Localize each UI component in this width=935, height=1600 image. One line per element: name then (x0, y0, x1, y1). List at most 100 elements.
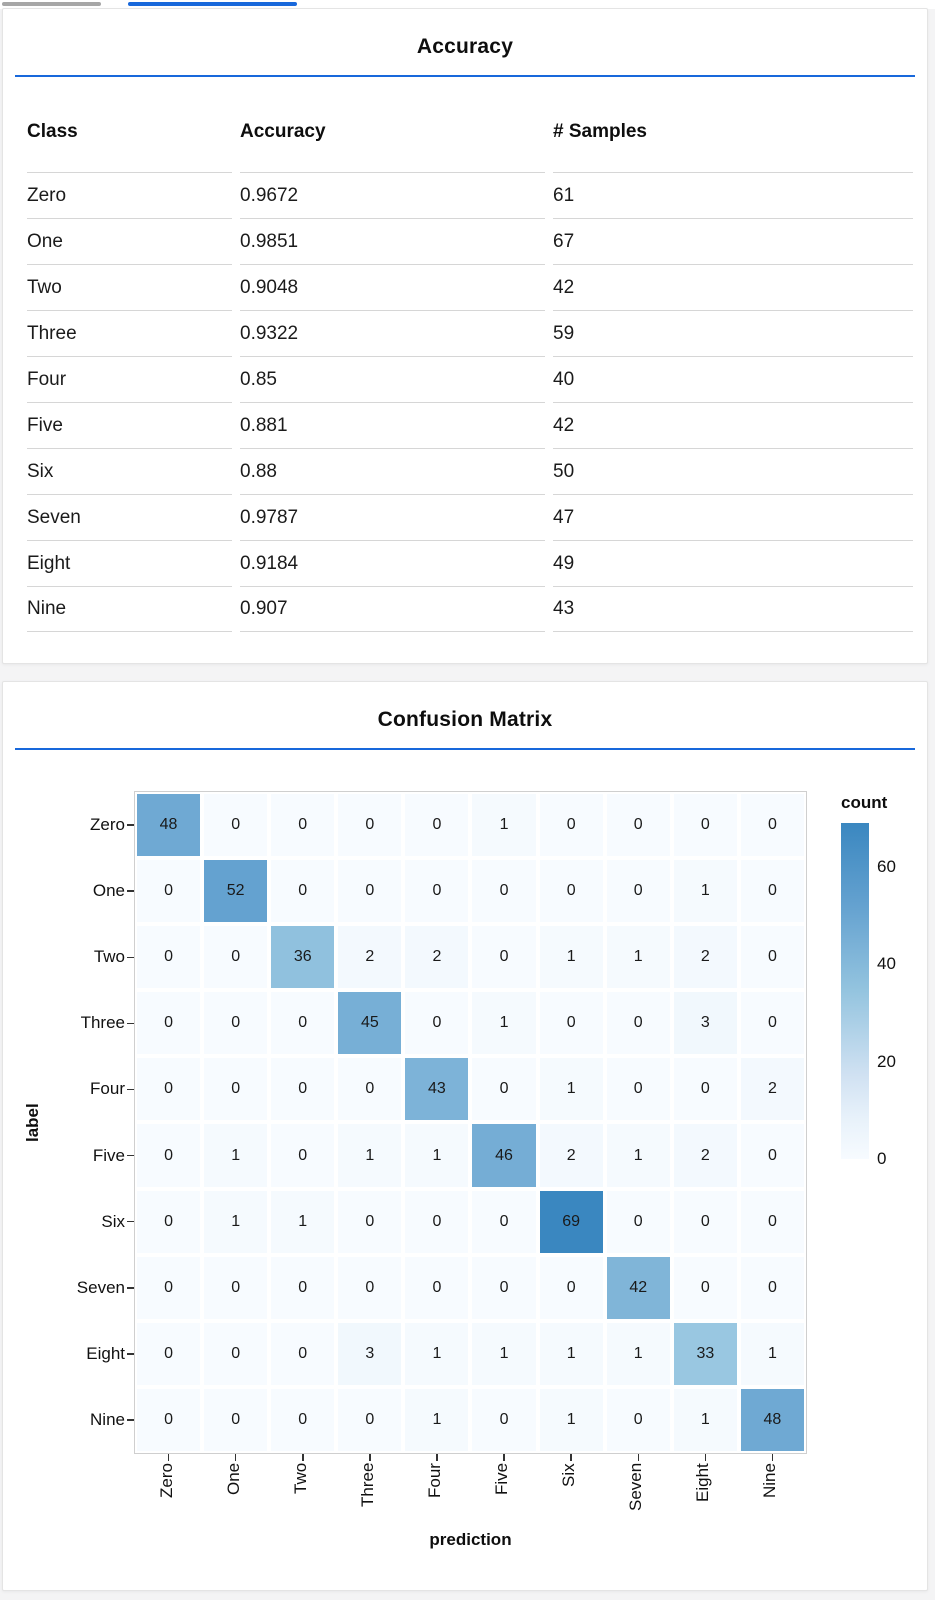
table-row: Zero 0.9672 61 (27, 172, 913, 218)
table-cell: 40 (553, 356, 913, 402)
table-cell: 42 (553, 264, 913, 310)
matrix-cell: 0 (606, 794, 670, 857)
matrix-cell: 0 (137, 1388, 201, 1451)
heatmap-plot: 48 0 0 0 0 1 0 0 0 0 0 52 0 0 0 0 0 0 1 0 0 0 36 2 2 0 1 1 2 0 0 0 0 45 0 1… (134, 791, 807, 1454)
tick-mark (771, 1454, 774, 1461)
table-cell: Two (27, 264, 232, 310)
y-axis-label: Five (92, 1145, 125, 1165)
matrix-cell: 0 (405, 1256, 469, 1319)
matrix-cell: 0 (271, 1388, 335, 1451)
tick-mark (302, 1454, 304, 1461)
tick-mark (570, 1454, 572, 1461)
table-cell: Three (27, 310, 232, 356)
matrix-cell: 2 (740, 1058, 804, 1121)
accuracy-card-title: Accuracy (416, 35, 514, 58)
legend-gradient-bar (841, 823, 869, 1159)
matrix-cell: 0 (271, 992, 335, 1055)
matrix-cell: 1 (338, 1124, 402, 1187)
matrix-cell: 1 (606, 1322, 670, 1385)
matrix-cell: 3 (673, 992, 737, 1055)
matrix-cell: 0 (740, 926, 804, 989)
accent-divider (15, 748, 915, 750)
matrix-cell: 0 (338, 1058, 402, 1121)
y-axis-label: Zero (90, 815, 125, 835)
matrix-cell: 0 (204, 992, 268, 1055)
matrix-cell: 0 (472, 1256, 536, 1319)
tick-mark (127, 1353, 134, 1355)
table-cell: 0.9322 (240, 310, 545, 356)
matrix-cell: 1 (472, 992, 536, 1055)
tab-bar (0, 0, 935, 9)
table-cell: One (27, 218, 232, 264)
matrix-cell: 0 (472, 1388, 536, 1451)
legend-tick-label: 20 (877, 1051, 896, 1071)
matrix-cell: 0 (606, 992, 670, 1055)
matrix-cell: 36 (271, 926, 335, 989)
matrix-cell: 0 (137, 1058, 201, 1121)
tick-mark (127, 1220, 134, 1223)
y-axis-label: Six (101, 1211, 125, 1231)
x-axis-label: Two (290, 1463, 310, 1495)
table-cell: 0.85 (240, 356, 545, 402)
table-row: Five 0.881 42 (27, 402, 913, 448)
matrix-cell: 0 (673, 1190, 737, 1253)
matrix-cell: 1 (740, 1322, 804, 1385)
matrix-cell: 0 (606, 1388, 670, 1451)
table-cell: Zero (27, 172, 232, 218)
matrix-cell: 0 (338, 1388, 402, 1451)
tick-mark (127, 956, 134, 958)
matrix-cell: 0 (137, 1124, 201, 1187)
table-cell: Five (27, 402, 232, 448)
table-row: Eight 0.9184 49 (27, 540, 913, 586)
matrix-cell: 0 (472, 1190, 536, 1253)
matrix-cell: 1 (405, 1388, 469, 1451)
matrix-cell: 1 (405, 1322, 469, 1385)
matrix-cell: 2 (673, 926, 737, 989)
matrix-cell: 0 (204, 1388, 268, 1451)
matrix-cell: 0 (271, 794, 335, 857)
table-cell: 59 (553, 310, 913, 356)
x-axis-label: Three (357, 1463, 377, 1508)
tick-mark (436, 1454, 438, 1461)
table-cell: 43 (553, 586, 913, 632)
matrix-cell: 52 (204, 860, 268, 923)
x-axis-label: One (223, 1463, 243, 1496)
table-row: Nine 0.907 43 (27, 586, 913, 632)
tick-mark (127, 1022, 134, 1025)
table-cell: Six (27, 448, 232, 494)
tick-mark (167, 1454, 170, 1461)
matrix-cell: 0 (673, 1058, 737, 1121)
matrix-cell: 0 (271, 1058, 335, 1121)
confusion-heatmap: 48 0 0 0 0 1 0 0 0 0 0 52 0 0 0 0 0 0 1 0 0 0 36 2 2 0 1 1 2 0 0 0 0 45 0 1… (3, 682, 927, 1590)
tick-mark (127, 824, 134, 826)
matrix-cell: 0 (204, 1322, 268, 1385)
matrix-cell: 1 (539, 1388, 603, 1451)
tick-mark (704, 1454, 707, 1461)
column-header: Accuracy (240, 121, 326, 142)
table-row: Three 0.9322 59 (27, 310, 913, 356)
tick-mark (369, 1454, 371, 1461)
table-cell: 42 (553, 402, 913, 448)
matrix-cell: 0 (338, 1190, 402, 1253)
tab-underline-active[interactable] (128, 2, 297, 6)
matrix-cell: 3 (338, 1322, 402, 1385)
table-row: One 0.9851 67 (27, 218, 913, 264)
x-axis-label: Six (559, 1463, 579, 1487)
x-axis-label: Zero (156, 1463, 176, 1498)
matrix-cell: 2 (539, 1124, 603, 1187)
y-axis-label: Two (93, 947, 125, 967)
x-axis-label: Five (492, 1463, 512, 1496)
matrix-cell: 2 (405, 926, 469, 989)
x-axis-label: Nine (760, 1463, 780, 1498)
column-header: # Samples (553, 121, 647, 142)
table-row: Six 0.88 50 (27, 448, 913, 494)
y-axis-label: Seven (76, 1277, 125, 1297)
matrix-cell: 0 (472, 926, 536, 989)
matrix-cell: 1 (539, 926, 603, 989)
y-axis-label: One (92, 881, 125, 901)
matrix-cell: 0 (204, 794, 268, 857)
matrix-cell: 0 (137, 992, 201, 1055)
accuracy-table-header: Class Accuracy # Samples (27, 107, 913, 157)
table-cell: 49 (553, 540, 913, 586)
tab-underline-inactive[interactable] (2, 2, 101, 6)
